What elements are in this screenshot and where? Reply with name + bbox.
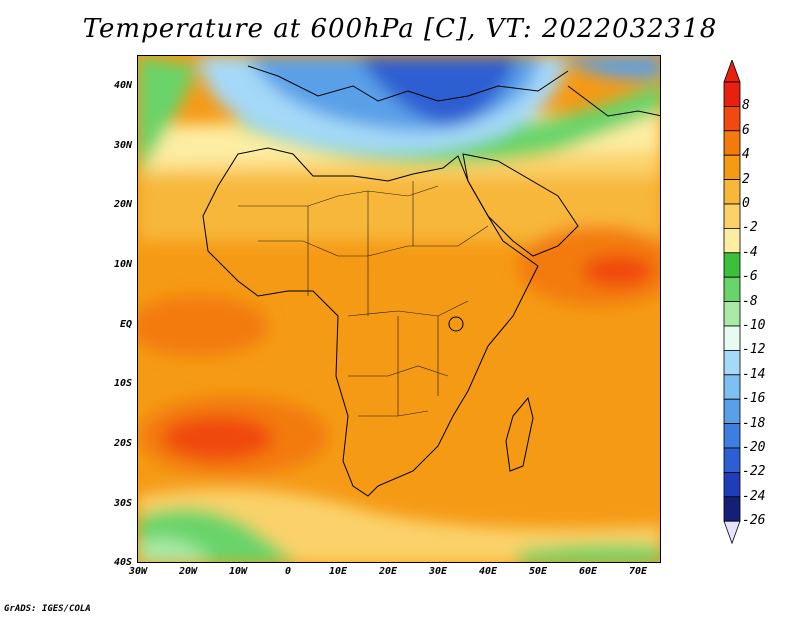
lat-tick-label: 30N [113,140,132,151]
colorbar-tick-label: -8 [742,293,758,309]
africa-outline [202,147,539,497]
europe-coast [247,65,569,102]
field-cold-northeast [558,56,660,79]
temperature-field-map [138,56,660,562]
colorbar-tick-label: -2 [742,220,758,236]
colorbar-tick-label: -22 [742,464,766,480]
field-hot-arabiansea [583,255,653,287]
colorbar-tick-label: -4 [742,244,758,260]
field-south-minus10 [138,538,208,562]
colorbar-tick-label: -18 [742,415,766,431]
colorbar-tick-label: -6 [742,269,758,285]
colorbar-tick-label: -10 [742,318,766,333]
colorbar-segment [723,398,741,425]
lon-tick-label: 20W [178,566,198,577]
lat-tick-label: 40S [113,557,132,568]
colorbar-tick-label: 4 [742,147,750,163]
asia-coast [567,85,660,117]
colorbar-max-arrow [723,60,741,83]
colorbar-tick-label: -14 [742,366,766,382]
colorbar-tick-label: -12 [742,342,766,358]
lon-tick-label: 60E [578,566,598,577]
colorbar-segment [723,423,741,449]
colorbar [723,60,741,545]
border-congo-north [347,300,469,317]
lat-tick-label: 10N [113,259,132,270]
map-panel [137,55,661,563]
colorbar-segment [723,349,741,376]
lat-tick-label: 20S [113,438,132,449]
border-angola-zambia [348,365,449,377]
colorbar-tick-label: -16 [742,391,766,407]
colorbar-segment [723,252,741,278]
colorbar-segment [723,374,741,400]
colorbar-tick-label: -24 [742,488,766,504]
colorbar-segment [723,471,741,498]
colorbar-segment [723,496,741,522]
madagascar-outline [505,396,534,472]
arabia-outline [462,153,579,257]
lat-tick-label: 40N [113,80,132,91]
colorbar-tick-label: 6 [742,122,750,138]
colorbar-tick-label: -20 [742,440,766,455]
colorbar-segment [723,227,741,254]
country-borders [238,181,489,417]
colorbar-segment [723,203,741,229]
colorbar-segment [723,325,741,351]
colorbar-segment [723,447,741,473]
lon-tick-label: 70E [628,566,648,577]
colorbar-segment [723,154,741,180]
field-south-east-green [518,544,660,562]
field-hot-southatlantic [163,416,273,460]
colorbar-segment [723,301,741,327]
lon-tick-label: 50E [528,566,548,577]
chart-title: Temperature at 600hPa [C], VT: 202203231… [82,14,718,44]
lon-tick-label: 40E [478,566,498,577]
lon-tick-label: 30W [128,566,148,577]
colorbar-tick-label: 8 [742,98,750,114]
coastlines [202,65,660,497]
colorbar-segment [723,81,741,107]
colorbar-min-arrow [723,520,741,545]
field-band-minus8-west [138,56,198,176]
colorbar-tick-label: 2 [742,171,750,187]
lat-tick-label: 10S [113,378,132,389]
colorbar-tick-label: -26 [742,513,766,529]
lon-tick-label: 20E [378,566,398,577]
lat-tick-label: EQ [119,319,132,330]
lon-tick-label: 10E [328,566,348,577]
lon-tick-label: 30E [428,566,448,577]
field-warm-gulfguinea [138,296,268,356]
colorbar-segment [723,106,741,132]
lon-tick-label: 0 [284,566,292,577]
footer-credit: GrADS: IGES/COLA [4,604,91,614]
lake-victoria [448,316,464,332]
lon-tick-label: 10W [228,566,248,577]
lat-tick-label: 20N [113,199,132,210]
colorbar-segment [723,276,741,302]
colorbar-tick-label: 0 [742,196,750,211]
colorbar-segment [723,130,741,156]
field-cold-minus22 [358,56,518,126]
lat-tick-label: 30S [113,498,132,509]
colorbar-segment [723,179,741,205]
